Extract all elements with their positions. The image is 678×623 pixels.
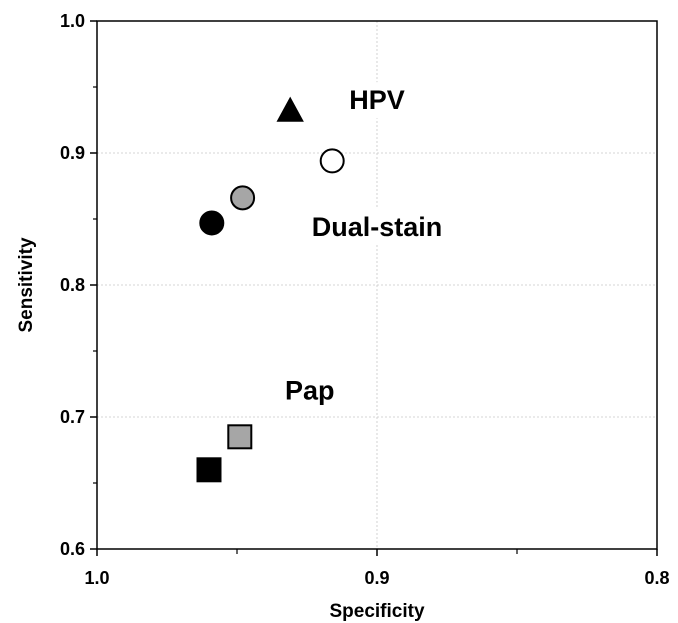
x-tick-label: 0.9 — [364, 568, 389, 588]
dual-stain-circle-point — [230, 185, 256, 211]
hpv-triangle-point — [276, 96, 304, 122]
dual-stain-circle-point — [199, 210, 225, 236]
dual-stain-circle-point — [319, 148, 345, 174]
x-tick-label: 1.0 — [84, 568, 109, 588]
x-tick-label: 0.8 — [644, 568, 669, 588]
y-tick-label: 0.8 — [60, 275, 85, 295]
annotation-label: Dual-stain — [312, 212, 443, 242]
axis-ticks: 0.6 0.7 0.8 0.9 1.0 1.0 0.9 0.8 — [60, 11, 670, 588]
annotation-label: HPV — [349, 85, 405, 115]
y-tick-label: 1.0 — [60, 11, 85, 31]
annotation-background — [343, 82, 411, 119]
annotation-background — [279, 372, 341, 409]
annotation-label: Pap — [285, 376, 335, 406]
annotation-pap: Pap — [279, 372, 341, 409]
y-tick-label: 0.9 — [60, 143, 85, 163]
y-tick-label: 0.6 — [60, 539, 85, 559]
annotation-hpv: HPV — [343, 82, 411, 119]
y-axis-title: Sensitivity — [16, 237, 37, 332]
data-points — [196, 96, 345, 483]
pap-square-point — [227, 424, 253, 450]
x-axis-title: Specificity — [329, 601, 424, 622]
annotations: HPV Dual-stain Pap — [279, 82, 449, 409]
pap-square-point — [196, 457, 222, 483]
y-tick-label: 0.7 — [60, 407, 85, 427]
annotation-background — [305, 208, 449, 245]
annotation-dual-stain: Dual-stain — [305, 208, 449, 245]
